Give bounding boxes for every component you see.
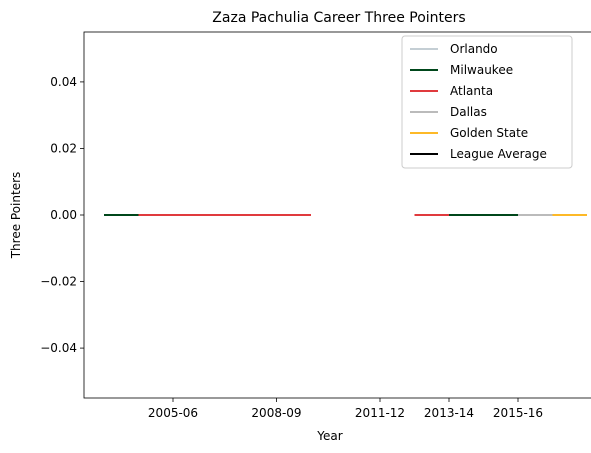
legend-item: League Average	[410, 147, 547, 161]
legend-box	[401, 35, 573, 169]
y-axis: −0.04 −0.02 0.00 0.02 0.04	[40, 75, 84, 355]
x-tick-label: 2015-16	[493, 406, 543, 420]
x-axis: 2005-06 2008-09 2011-12 2013-14 2015-16	[148, 398, 543, 420]
x-tick-label: 2008-09	[251, 406, 301, 420]
x-tick-label: 2013-14	[424, 406, 474, 420]
legend-label: League Average	[450, 147, 547, 161]
y-tick-label: 0.00	[50, 208, 77, 222]
legend-item: Milwaukee	[410, 63, 513, 77]
legend-item: Orlando	[410, 42, 498, 56]
x-tick-label: 2005-06	[148, 406, 198, 420]
y-tick-label: 0.02	[50, 141, 77, 155]
legend-item: Golden State	[410, 126, 528, 140]
chart-title: Zaza Pachulia Career Three Pointers	[212, 10, 465, 26]
legend-label: Atlanta	[450, 84, 493, 98]
legend-label: Milwaukee	[450, 63, 513, 77]
y-tick-label: −0.04	[40, 341, 77, 355]
y-tick-label: −0.02	[40, 275, 77, 289]
legend-label: Orlando	[450, 42, 498, 56]
y-axis-label: Three Pointers	[9, 172, 23, 260]
legend: Orlando Milwaukee Atlanta Dallas Golden Stat…	[401, 35, 573, 169]
legend-item: Atlanta	[410, 84, 493, 98]
y-tick-label: 0.04	[50, 75, 77, 89]
x-tick-label: 2011-12	[355, 406, 405, 420]
legend-label: Dallas	[450, 105, 487, 119]
x-axis-label: Year	[316, 429, 342, 443]
legend-label: Golden State	[450, 126, 528, 140]
legend-item: Dallas	[410, 105, 487, 119]
